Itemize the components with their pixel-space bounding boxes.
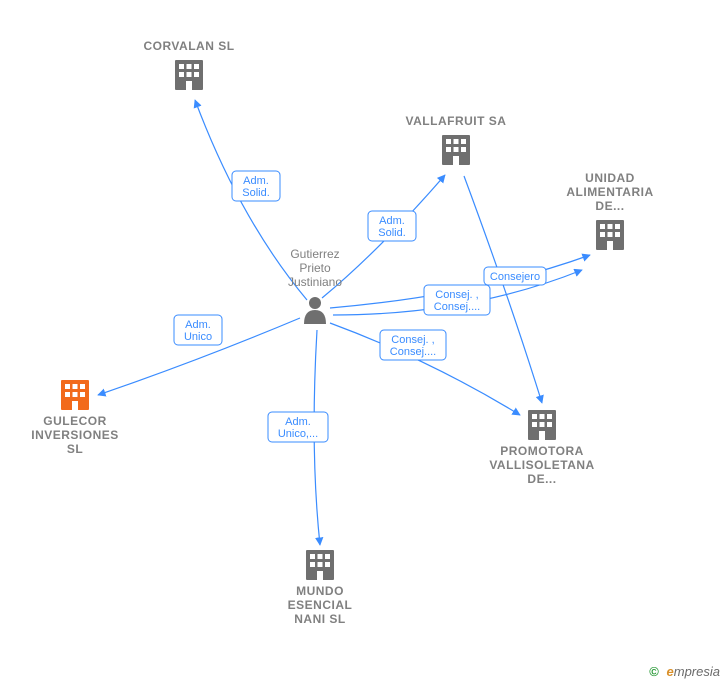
svg-text:Solid.: Solid. [378,227,406,239]
center-label: Gutierrez [290,247,339,261]
svg-text:Consej. ,: Consej. , [435,289,478,301]
edge-label-gulecor: Adm.Unico [174,315,222,345]
center-label: Prieto [299,261,331,275]
building-icon [61,380,89,410]
brand-e: e [667,664,674,679]
node-label: VALLAFRUIT SA [406,114,507,128]
node-label: GULECOR [43,414,107,428]
svg-text:Unico: Unico [184,331,212,343]
svg-text:Consej....: Consej.... [434,301,480,313]
svg-text:Adm.: Adm. [185,319,211,331]
node-label: MUNDO [296,584,344,598]
edge-label-vallafruit: Adm.Solid. [368,211,416,241]
svg-text:Adm.: Adm. [379,215,405,227]
node-mundo[interactable]: MUNDOESENCIALNANI SL [288,550,353,626]
node-label: ESENCIAL [288,598,353,612]
edge-label-promotora: Consej. ,Consej.... [380,330,446,360]
node-label: DE... [595,199,624,213]
node-label: ALIMENTARIA [566,185,653,199]
node-promotora[interactable]: PROMOTORAVALLISOLETANADE... [489,410,594,486]
edge-label-corvalan: Adm.Solid. [232,171,280,201]
node-label: PROMOTORA [500,444,584,458]
copyright-symbol: © [649,664,659,679]
footer-attribution: © empresia [649,664,720,679]
center-person[interactable]: GutierrezPrietoJustiniano [288,247,342,324]
brand-name: mpresia [674,664,720,679]
building-icon [596,220,624,250]
node-label: NANI SL [294,612,346,626]
building-icon [442,135,470,165]
node-label: CORVALAN SL [143,39,234,53]
edge-label-mundo: Adm.Unico,... [268,412,328,442]
building-icon [528,410,556,440]
building-icon [306,550,334,580]
svg-text:Consejero: Consejero [490,271,540,283]
node-label: SL [67,442,83,456]
edge-label-unidad: Consejero [484,267,546,285]
svg-text:Consej....: Consej.... [390,346,436,358]
center-label: Justiniano [288,275,342,289]
node-vallafruit[interactable]: VALLAFRUIT SA [406,114,507,165]
node-corvalan[interactable]: CORVALAN SL [143,39,234,90]
svg-text:Adm.: Adm. [285,416,311,428]
node-label: DE... [527,472,556,486]
person-icon [304,297,326,324]
node-label: INVERSIONES [31,428,119,442]
svg-text:Adm.: Adm. [243,175,269,187]
node-label: UNIDAD [585,171,635,185]
building-icon [175,60,203,90]
svg-text:Unico,...: Unico,... [278,428,318,440]
node-gulecor[interactable]: GULECORINVERSIONESSL [31,380,119,456]
svg-text:Consej. ,: Consej. , [391,334,434,346]
node-label: VALLISOLETANA [489,458,594,472]
svg-text:Solid.: Solid. [242,187,270,199]
edge-label-unidad2: Consej. ,Consej.... [424,285,490,315]
node-unidad[interactable]: UNIDADALIMENTARIADE... [566,171,653,250]
